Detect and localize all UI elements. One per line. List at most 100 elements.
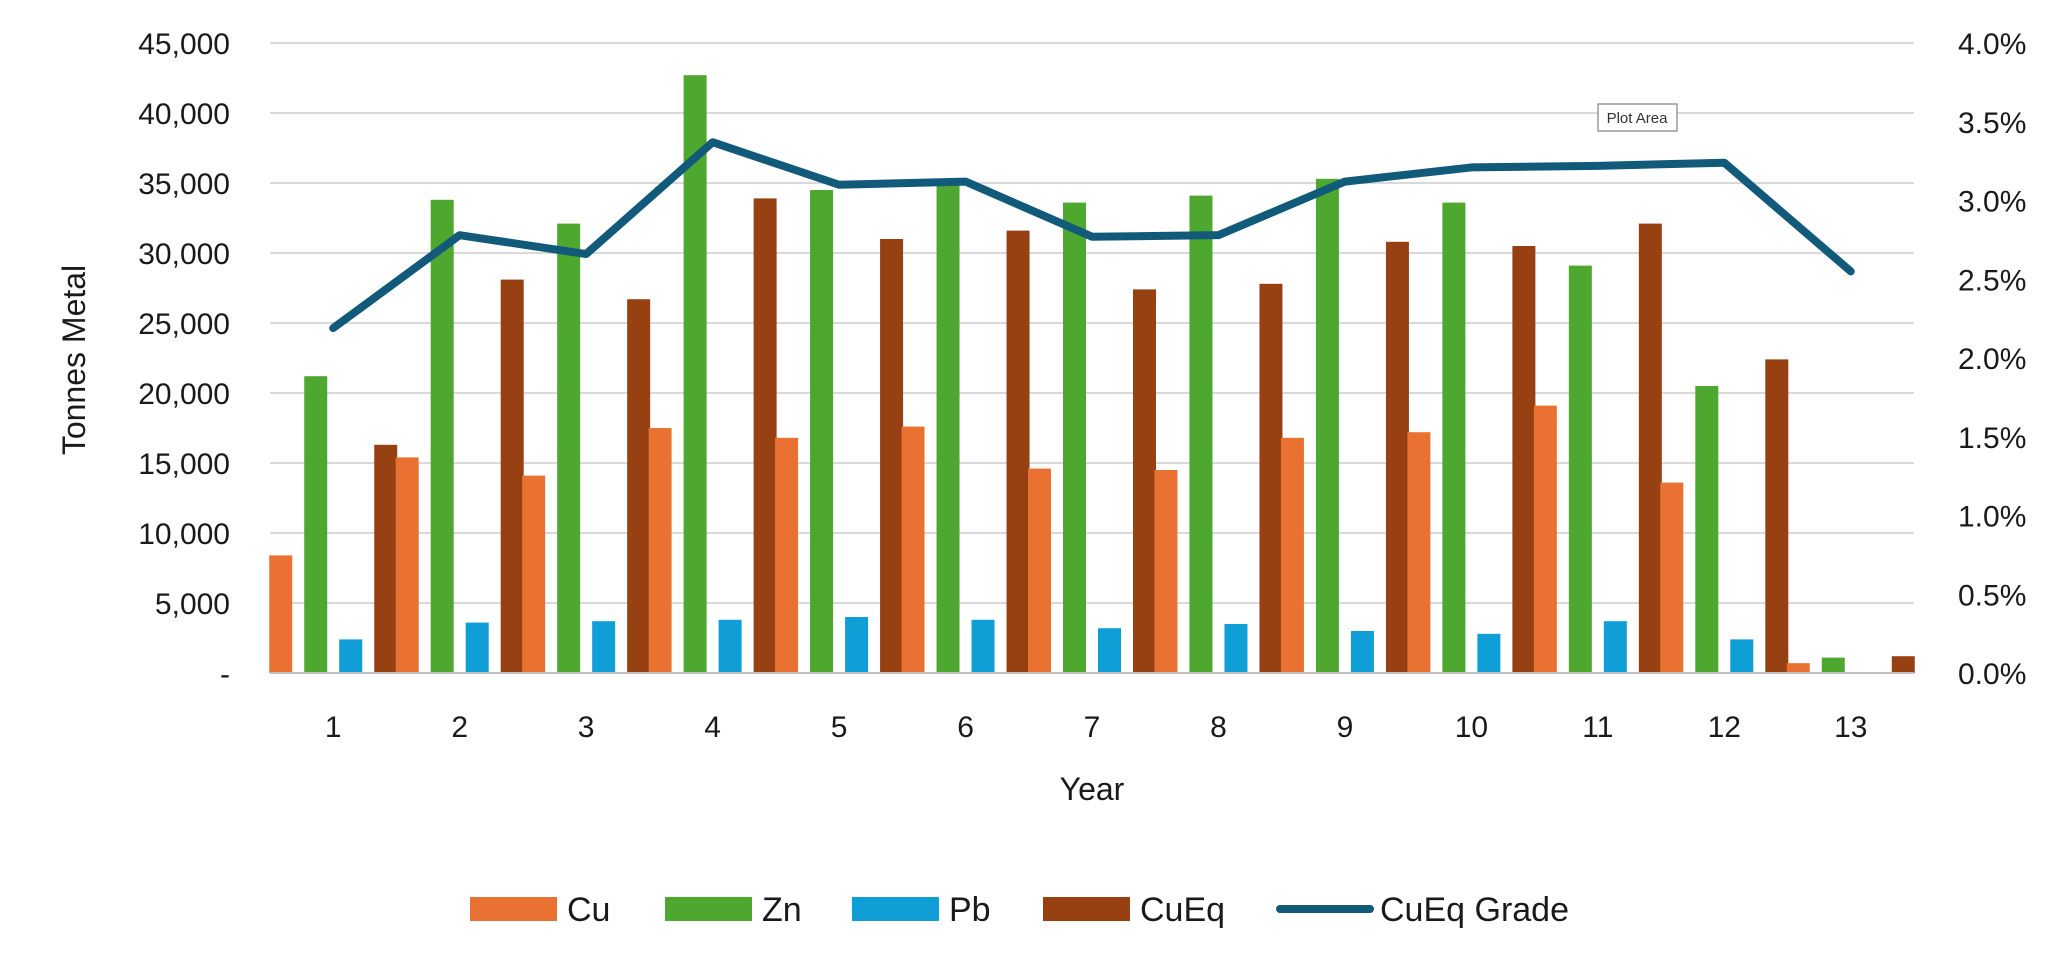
bar-cueq-year-9 — [1385, 241, 1409, 674]
bar-zn-year-11 — [1568, 265, 1592, 673]
y-tick-label: 5,000 — [155, 588, 230, 621]
x-tick-label: 6 — [957, 711, 974, 744]
bar-cu-year-13 — [1786, 663, 1810, 673]
y-tick-label: - — [220, 658, 230, 691]
bar-zn-year-4 — [683, 75, 707, 673]
bar-pb-year-10 — [1477, 633, 1501, 673]
y2-tick-label: 2.0% — [1958, 343, 2026, 376]
bar-cu-year-4 — [648, 428, 672, 673]
y-tick-label: 40,000 — [138, 98, 230, 131]
y2-tick-label: 1.0% — [1958, 501, 2026, 534]
y-tick-label: 25,000 — [138, 308, 230, 341]
bar-pb-year-1 — [339, 639, 363, 673]
x-tick-label: 7 — [1084, 711, 1101, 744]
bar-pb-year-6 — [971, 619, 995, 673]
bar-cu-year-12 — [1660, 482, 1684, 673]
y-tick-label: 45,000 — [138, 28, 230, 61]
tooltip-label: Plot Area — [1607, 110, 1669, 127]
bar-zn-year-10 — [1442, 202, 1466, 673]
y2-tick-label: 4.0% — [1958, 28, 2026, 61]
legend-item-pb: Pb — [852, 891, 991, 929]
bar-zn-year-7 — [1063, 202, 1086, 673]
legend-item-cueq: CuEq — [1043, 891, 1225, 929]
bar-zn-year-12 — [1695, 386, 1719, 673]
bar-zn-year-1 — [304, 376, 328, 673]
bar-cu-year-5 — [775, 437, 799, 673]
legend-label: CuEq Grade — [1380, 891, 1569, 929]
bar-pb-year-5 — [845, 617, 869, 673]
bar-pb-year-4 — [718, 619, 742, 673]
bar-cu-year-10 — [1407, 432, 1431, 673]
plot-area-tooltip: Plot Area — [1597, 103, 1678, 132]
bar-cueq-year-2 — [500, 279, 524, 673]
x-tick-label: 12 — [1708, 711, 1741, 744]
bar-cueq-year-8 — [1259, 283, 1283, 673]
y2-tick-label: 3.5% — [1958, 107, 2026, 140]
x-tick-label: 10 — [1455, 711, 1488, 744]
x-tick-label: 8 — [1210, 711, 1227, 744]
legend-label: Cu — [567, 891, 610, 929]
legend-swatch — [852, 897, 939, 921]
x-tick-label: 4 — [704, 711, 721, 744]
x-tick-label: 3 — [578, 711, 595, 744]
bar-series — [269, 75, 1915, 674]
y2-tick-label: 0.5% — [1958, 579, 2026, 612]
bar-pb-year-3 — [592, 621, 616, 673]
x-tick-label: 9 — [1337, 711, 1354, 744]
bar-zn-year-2 — [430, 199, 454, 674]
x-tick-label: 13 — [1834, 711, 1867, 744]
bar-cueq-year-11 — [1638, 223, 1662, 673]
legend: Cu Zn Pb CuEq CuEq Grade — [470, 891, 1569, 929]
x-tick-label: 5 — [831, 711, 848, 744]
y-tick-label: 10,000 — [138, 518, 230, 551]
bar-cu-year-7 — [1028, 468, 1051, 673]
line-cueq-grade — [329, 138, 1855, 333]
bar-pb-year-2 — [465, 622, 489, 673]
y-tick-label: 20,000 — [138, 378, 230, 411]
x-tick-label: 2 — [451, 711, 468, 744]
bar-cu-year-3 — [522, 475, 546, 673]
bar-cu-year-8 — [1154, 470, 1178, 673]
x-axis-title: Year — [1060, 771, 1125, 807]
y-axis-title: Tonnes Metal — [56, 265, 92, 455]
legend-swatch — [1043, 897, 1130, 921]
bar-cueq-year-10 — [1512, 246, 1536, 673]
y-axis-left: - 5,000 10,000 15,000 20,000 25,000 30,000 35,0… — [138, 28, 230, 691]
bar-cu-year-9 — [1280, 437, 1304, 673]
bar-cueq-year-4 — [753, 198, 777, 673]
legend-item-cu: Cu — [470, 891, 610, 929]
bar-pb-year-8 — [1224, 624, 1248, 673]
bar-cueq-year-6 — [1006, 230, 1030, 673]
bar-zn-year-13 — [1821, 657, 1845, 673]
bar-cu-year-1 — [269, 555, 293, 673]
bar-pb-year-9 — [1350, 631, 1374, 673]
legend-item-zn: Zn — [665, 891, 802, 929]
y-tick-label: 35,000 — [138, 168, 230, 201]
bar-cu-year-11 — [1533, 405, 1557, 673]
bar-cu-year-6 — [901, 426, 925, 673]
bar-cueq-year-13 — [1891, 656, 1915, 673]
bar-cueq-year-1 — [374, 444, 398, 673]
bar-cueq-year-3 — [627, 299, 651, 673]
bar-zn-year-8 — [1189, 195, 1213, 673]
x-tick-label: 11 — [1582, 711, 1613, 744]
bar-pb-year-7 — [1098, 628, 1121, 673]
bar-zn-year-5 — [810, 190, 834, 673]
legend-swatch — [470, 897, 557, 921]
bar-cueq-year-12 — [1765, 359, 1789, 673]
legend-item-cueq-grade: CuEq Grade — [1276, 891, 1569, 929]
legend-label: CuEq — [1140, 891, 1225, 929]
bar-cueq-year-5 — [880, 239, 904, 673]
bar-pb-year-11 — [1603, 621, 1627, 673]
y2-tick-label: 3.0% — [1958, 186, 2026, 219]
bar-zn-year-3 — [557, 223, 581, 673]
y2-tick-label: 1.5% — [1958, 422, 2026, 455]
x-tick-label: 1 — [325, 711, 342, 744]
bar-cu-year-2 — [395, 457, 419, 673]
bar-zn-year-6 — [936, 184, 960, 673]
legend-label: Pb — [949, 891, 991, 929]
bar-zn-year-9 — [1315, 178, 1339, 674]
y-axis-right: 0.0% 0.5% 1.0% 1.5% 2.0% 2.5% 3.0% 3.5% 4.0% — [1958, 28, 2026, 691]
y-tick-label: 15,000 — [138, 448, 230, 481]
